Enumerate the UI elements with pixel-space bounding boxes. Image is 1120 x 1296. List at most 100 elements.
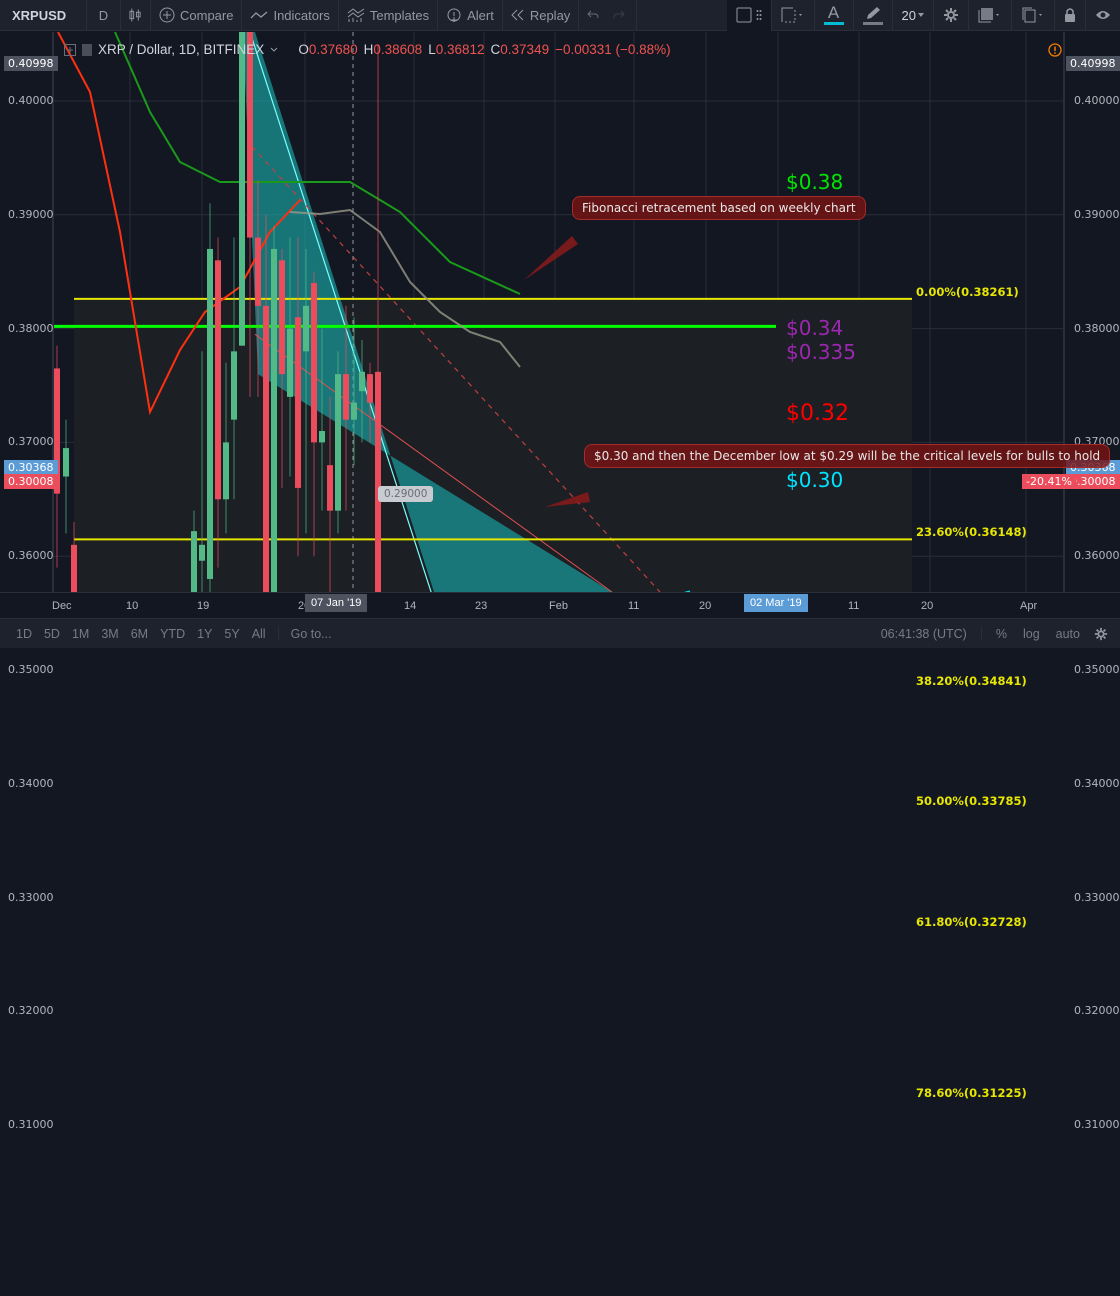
percent-scale-toggle[interactable]: %: [995, 626, 1007, 641]
time-tick-label: 19: [197, 600, 210, 612]
time-tick-label: Feb: [549, 600, 568, 612]
drag-handle-icon[interactable]: [756, 9, 762, 21]
interval-button[interactable]: D: [87, 0, 121, 31]
time-tick-label: Dec: [52, 600, 72, 612]
range-button-6m[interactable]: 6M: [130, 626, 149, 641]
channel-upper-line: [249, 32, 432, 592]
candle-body: [215, 260, 221, 500]
replay-label: Replay: [529, 7, 571, 23]
range-button-1y[interactable]: 1Y: [197, 626, 213, 641]
replay-button[interactable]: Replay: [503, 0, 580, 31]
redo-icon[interactable]: [613, 10, 626, 20]
settings-button[interactable]: [934, 0, 969, 31]
level-label-0335[interactable]: $0.335: [786, 340, 856, 364]
log-scale-toggle[interactable]: log: [1022, 626, 1040, 641]
range-buttons: 1D 5D 1M 3M 6M YTD 1Y 5Y All: [0, 626, 279, 641]
candle-body: [367, 374, 373, 403]
fib-level-label[interactable]: 0.00%(0.38261): [916, 284, 1019, 299]
background-color-button[interactable]: [726, 0, 772, 31]
layers-icon: [978, 8, 999, 23]
font-size-dropdown[interactable]: 20: [893, 0, 934, 31]
font-size-value: 20: [901, 7, 916, 23]
time-tick-label: 23: [475, 600, 488, 612]
price-tick-label: 0.32000: [8, 1004, 54, 1018]
price-tick-label: 0.39000: [1074, 207, 1120, 221]
undo-icon[interactable]: [587, 10, 599, 20]
visibility-button[interactable]: [1086, 0, 1120, 31]
candle-body: [231, 351, 237, 420]
visual-order-button[interactable]: [969, 0, 1012, 31]
time-tick-label: 20: [921, 600, 934, 612]
symbol-title[interactable]: XRP / Dollar, 1D, BITFINEX: [98, 42, 265, 57]
price-tick-label: 0.36000: [1074, 549, 1120, 563]
price-label-029[interactable]: 0.29000: [378, 486, 434, 502]
crosshair-date-tag: 07 Jan '19: [305, 594, 368, 612]
bottom-bar: 1D 5D 1M 3M 6M YTD 1Y 5Y All Go to... 06:41:38 (…: [0, 618, 1120, 648]
line-color-swatch: [862, 21, 883, 25]
level-label-030[interactable]: $0.30: [786, 468, 844, 492]
chevron-down-icon[interactable]: [270, 47, 278, 53]
fib-level-label[interactable]: 23.60%(0.36148): [916, 525, 1027, 540]
text-color-button[interactable]: A: [815, 0, 854, 31]
price-tick-label: 0.34000: [8, 776, 54, 790]
price-chart[interactable]: [0, 32, 1120, 592]
warning-icon[interactable]: [1048, 43, 1062, 57]
close-label: C: [490, 42, 501, 57]
goto-button[interactable]: Go to...: [290, 626, 332, 641]
alert-label: Alert: [467, 7, 494, 23]
range-button-5d[interactable]: 5D: [43, 626, 60, 641]
price-tick-label: 0.33000: [1074, 890, 1120, 904]
gear-icon[interactable]: [1094, 627, 1108, 641]
border-style-button[interactable]: [772, 0, 815, 31]
symbol-search-button[interactable]: XRPUSD: [0, 0, 87, 31]
candle-body: [335, 374, 341, 511]
fib-level-label[interactable]: 50.00%(0.33785): [916, 794, 1027, 809]
fib-callout[interactable]: Fibonacci retracement based on weekly ch…: [572, 196, 866, 220]
critical-levels-callout[interactable]: $0.30 and then the December low at $0.29…: [584, 444, 1111, 468]
range-button-3m[interactable]: 3M: [101, 626, 119, 641]
symbol-label: XRPUSD: [12, 7, 67, 23]
fib-level-label[interactable]: 78.60%(0.31225): [916, 1085, 1027, 1100]
range-button-5y[interactable]: 5Y: [224, 626, 240, 641]
range-button-1d[interactable]: 1D: [16, 626, 32, 641]
time-tick-label: 11: [628, 600, 640, 612]
level-label-038[interactable]: $0.38: [786, 170, 844, 194]
text-color-swatch: [823, 22, 844, 25]
level-label-032[interactable]: $0.32: [786, 401, 849, 426]
candle-body: [303, 305, 309, 352]
lock-button[interactable]: [1055, 0, 1086, 31]
chart-type-button[interactable]: [121, 0, 151, 31]
utc-clock[interactable]: 06:41:38 (UTC): [881, 626, 982, 641]
clone-button[interactable]: [1012, 0, 1055, 31]
range-button-all[interactable]: All: [251, 626, 266, 641]
indicators-icon: [251, 11, 268, 19]
low-value: 0.36812: [435, 42, 485, 57]
candle-body: [63, 448, 69, 477]
plus-circle-icon: [159, 7, 175, 23]
level-label-034[interactable]: $0.34: [786, 316, 844, 340]
auto-scale-toggle[interactable]: auto: [1055, 626, 1080, 641]
time-axis[interactable]: Dec101920191423Feb11201120Apr 07 Jan '19…: [0, 592, 1120, 618]
price-tick-label: 0.35000: [8, 663, 54, 676]
alarm-clock-icon: [447, 8, 461, 22]
lock-icon: [1065, 8, 1075, 22]
fib-level-label[interactable]: 61.80%(0.32728): [916, 914, 1027, 929]
candles-icon: [129, 8, 141, 22]
pencil-icon: [866, 6, 880, 19]
candle-body: [295, 317, 301, 488]
templates-icon: [347, 8, 365, 22]
fib-level-label[interactable]: 38.20%(0.34841): [916, 674, 1027, 689]
crosshair-price-tag-left: 0.40998: [4, 56, 58, 71]
templates-button[interactable]: Templates: [339, 0, 439, 31]
collapse-legend-icon[interactable]: [64, 43, 76, 56]
alert-button[interactable]: Alert: [438, 0, 503, 31]
compare-button[interactable]: Compare: [151, 0, 243, 31]
time-tick-label: Apr: [1020, 600, 1038, 612]
chart-canvas[interactable]: [0, 32, 1120, 592]
callout-pointer: [524, 236, 578, 280]
range-button-1m[interactable]: 1M: [71, 626, 90, 641]
candle-body: [311, 283, 317, 443]
range-button-ytd[interactable]: YTD: [160, 626, 186, 641]
indicators-button[interactable]: Indicators: [242, 0, 339, 31]
line-color-button[interactable]: [854, 0, 893, 31]
